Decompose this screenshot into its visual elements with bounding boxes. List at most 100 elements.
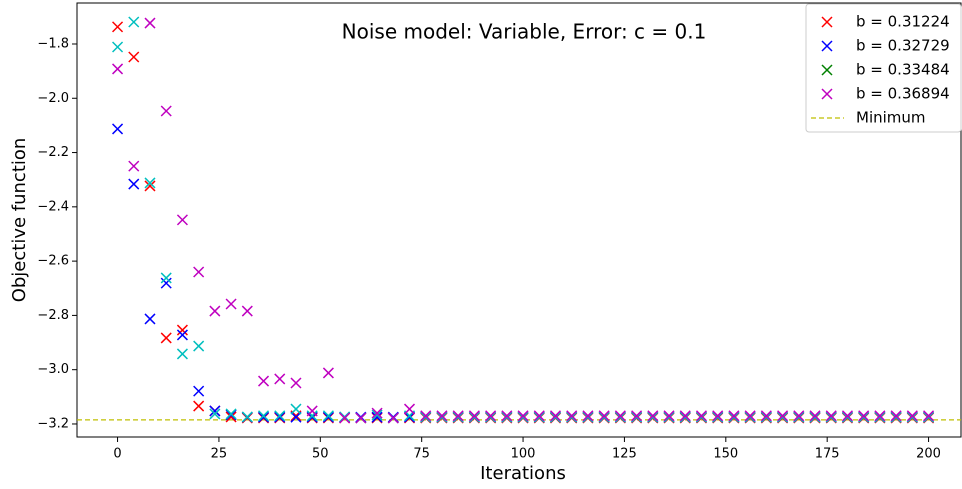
legend-frame (805, 3, 962, 133)
marker (420, 411, 432, 423)
marker (501, 411, 513, 423)
x-tick-label: 125 (612, 447, 637, 462)
marker (679, 411, 691, 423)
y-axis-label: Objective function (9, 138, 30, 303)
marker (225, 408, 237, 420)
marker (209, 305, 221, 317)
marker (225, 298, 237, 310)
marker (371, 407, 383, 419)
marker (160, 105, 172, 117)
marker (598, 410, 610, 422)
marker (874, 411, 886, 423)
marker (841, 410, 853, 422)
marker (517, 410, 529, 422)
marker (809, 411, 821, 423)
marker (306, 410, 318, 422)
marker (777, 411, 789, 423)
marker (290, 403, 302, 415)
marker (712, 410, 724, 422)
marker (112, 63, 124, 75)
marker (566, 411, 578, 423)
marker (193, 266, 205, 278)
marker (712, 411, 724, 423)
legend-marker (821, 16, 833, 28)
marker (858, 410, 870, 422)
marker (598, 411, 610, 423)
marker (647, 411, 659, 423)
legend-label: b = 0.32729 (856, 37, 950, 55)
marker (339, 412, 351, 424)
marker (858, 411, 870, 423)
marker (793, 410, 805, 422)
x-axis-label: Iterations (480, 463, 566, 484)
marker (452, 410, 464, 422)
marker (793, 411, 805, 423)
marker (176, 329, 188, 341)
marker (225, 409, 237, 421)
marker (160, 332, 172, 344)
marker (663, 410, 675, 422)
marker (549, 410, 562, 422)
marker (112, 123, 124, 135)
marker (176, 214, 188, 226)
marker (631, 411, 643, 423)
marker (906, 410, 918, 422)
marker (128, 160, 140, 172)
marker (906, 411, 918, 423)
x-tick-label: 200 (916, 447, 941, 462)
x-tick-label: 100 (511, 447, 536, 462)
marker (306, 405, 318, 417)
marker (452, 411, 464, 423)
marker (193, 340, 205, 352)
marker (582, 410, 594, 422)
marker (403, 411, 416, 423)
marker (582, 411, 594, 423)
marker (760, 410, 772, 422)
legend-marker (821, 40, 833, 52)
marker (241, 411, 253, 423)
marker (614, 410, 626, 422)
marker (209, 405, 221, 417)
marker (647, 410, 659, 422)
marker (128, 16, 140, 28)
y-tick-label: −2.0 (37, 91, 69, 106)
legend-marker (821, 64, 833, 76)
legend-label: b = 0.36894 (856, 85, 950, 103)
marker (355, 412, 367, 424)
marker (825, 411, 837, 423)
y-tick-label: −2.6 (37, 254, 69, 269)
marker (841, 411, 853, 423)
marker (549, 411, 562, 423)
marker (193, 385, 205, 397)
marker (614, 411, 626, 423)
marker (371, 411, 383, 423)
marker (923, 411, 935, 423)
marker (533, 411, 545, 423)
marker (225, 411, 237, 423)
y-tick-label: −2.2 (37, 145, 69, 160)
marker (679, 410, 691, 422)
x-tick-label: 150 (713, 447, 738, 462)
marker (744, 411, 756, 423)
x-tick-label: 25 (211, 447, 228, 462)
marker (517, 411, 529, 423)
marker (144, 17, 156, 29)
marker (274, 373, 286, 385)
marker (144, 180, 156, 192)
marker (112, 21, 124, 33)
marker (728, 410, 740, 422)
y-tick-label: −1.8 (37, 36, 69, 51)
marker (809, 410, 821, 422)
marker (322, 367, 334, 379)
marker (209, 408, 221, 420)
marker (290, 377, 302, 389)
marker (874, 410, 886, 422)
marker (663, 411, 675, 423)
marker (825, 410, 837, 422)
legend-label: b = 0.33484 (856, 61, 950, 79)
y-tick-label: −3.0 (37, 362, 69, 377)
marker (890, 410, 902, 422)
marker (533, 410, 545, 422)
marker (760, 411, 772, 423)
marker (403, 403, 416, 415)
